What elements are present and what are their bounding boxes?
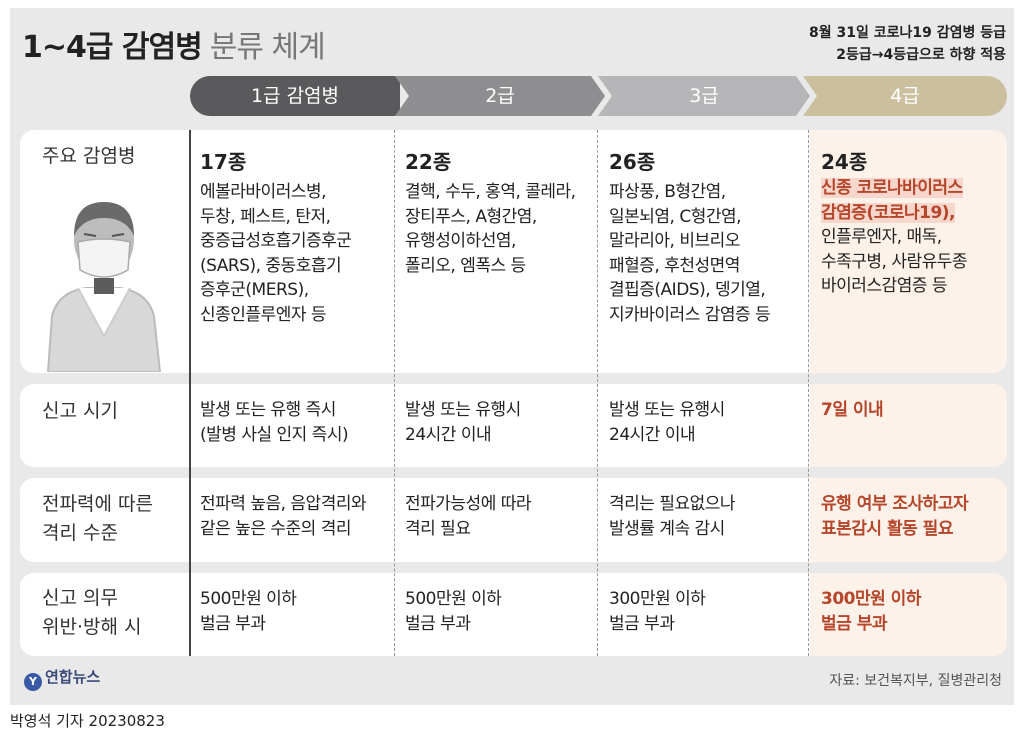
grade4-diseases: 신종 코로나바이러스 감염증(코로나19), 인플루엔자, 매독, 수족구병, … <box>821 178 968 296</box>
grade1-diseases: 에볼라바이러스병, 두창, 페스트, 탄저, 중증급성호흡기증후군 (SARS), … <box>200 182 352 325</box>
byline: 박영석 기자 20230823 <box>10 712 165 730</box>
grade4-header: 4급 <box>803 76 1007 116</box>
grade2-count: 22종 <box>405 150 452 174</box>
page-title: 1~4급 감염병 분류 체계 <box>22 30 326 65</box>
grade2-diseases: 결핵, 수두, 홍역, 콜레라, 장티푸스, A형간염, 유행성이하선염, 폴리오,… <box>405 182 576 276</box>
grade4-isolation: 유행 여부 조사하고자 표본감시 활동 필요 <box>821 494 969 539</box>
grade1-count: 17종 <box>200 150 247 174</box>
column-divider <box>808 130 809 656</box>
grade2-penalty: 500만원 이하 벌금 부과 <box>405 589 502 634</box>
row-label-diseases: 주요 감염병 <box>42 145 136 167</box>
grade1-isolation: 전파력 높음, 음압격리와 같은 높은 수준의 격리 <box>200 494 367 539</box>
grade3-penalty: 300만원 이하 벌금 부과 <box>609 589 706 634</box>
grade3-count: 26종 <box>609 150 656 174</box>
grade3-isolation: 격리는 필요없으나 발생률 계속 감시 <box>609 494 736 539</box>
row-label-penalty: 신고 의무 위반·방해 시 <box>42 587 142 638</box>
grade4-penalty: 300만원 이하 벌금 부과 <box>821 589 921 634</box>
grade1-penalty: 500만원 이하 벌금 부과 <box>200 589 297 634</box>
grade2-isolation: 전파가능성에 따라 격리 필요 <box>405 494 532 539</box>
yonhap-logo: Y 연합뉴스 <box>24 666 100 691</box>
grade1-report-time: 발생 또는 유행 즉시 (발병 사실 인지 즉시) <box>200 400 349 445</box>
column-divider <box>394 130 395 656</box>
column-divider <box>189 130 191 656</box>
row-penalty: 신고 의무 위반·방해 시 <box>20 573 1007 656</box>
row-report-time: 신고 시기 <box>20 384 1007 467</box>
masked-person-illustration <box>46 202 162 372</box>
source-credit: 자료: 보건복지부, 질병관리청 <box>829 673 1002 689</box>
grade2-header: 2급 <box>395 76 605 116</box>
grade3-diseases: 파상풍, B형간염, 일본뇌염, C형간염, 말라리아, 비브리오 패혈증, 후천성… <box>609 182 771 325</box>
grade4-report-time: 7일 이내 <box>821 400 884 420</box>
header-note: 8월 31일 코로나19 감염병 등급 2등급→4등급으로 하향 적용 <box>808 25 1006 63</box>
grade2-report-time: 발생 또는 유행시 24시간 이내 <box>405 400 521 445</box>
yonhap-logo-icon: Y <box>24 673 42 691</box>
row-label-isolation: 전파력에 따른 격리 수준 <box>42 493 153 544</box>
grade1-header: 1급 감염병 <box>190 76 400 116</box>
row-label-report-time: 신고 시기 <box>42 400 118 422</box>
grade4-count: 24종 <box>821 150 868 174</box>
grade3-header: 3급 <box>598 76 810 116</box>
row-isolation: 전파력에 따른 격리 수준 <box>20 478 1007 562</box>
covid19-highlight: 감염증(코로나19), <box>821 202 956 223</box>
column-divider <box>597 130 598 656</box>
grade3-report-time: 발생 또는 유행시 24시간 이내 <box>609 400 725 445</box>
covid19-highlight: 신종 코로나바이러스 <box>821 178 963 198</box>
row-diseases: 주요 감염병 <box>20 130 1007 373</box>
